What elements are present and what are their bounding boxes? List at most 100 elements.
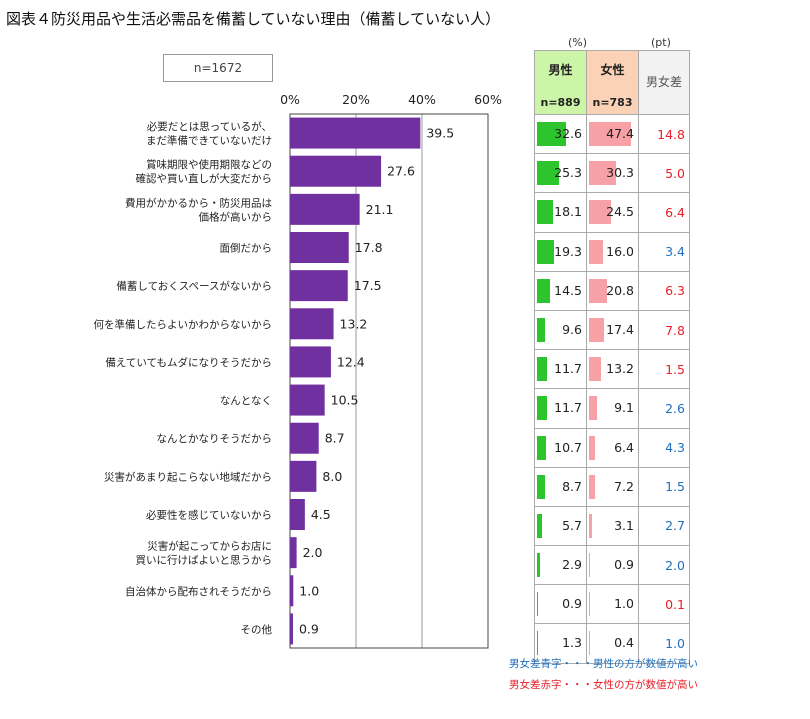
data-label: 10.5 [331, 393, 359, 408]
diff-value: 0.1 [638, 584, 690, 625]
female-cell: 3.1 [586, 505, 639, 547]
bar [290, 384, 325, 416]
female-cell: 1.0 [586, 584, 639, 625]
data-label: 27.6 [387, 164, 415, 179]
diff-value: 6.3 [638, 270, 690, 311]
x-tick-label: 20% [342, 92, 370, 107]
male-value: 2.9 [562, 557, 582, 573]
x-tick-label: 60% [474, 92, 502, 107]
male-cell: 5.7 [534, 505, 587, 547]
female-value: 7.2 [614, 478, 634, 494]
bar [290, 193, 360, 225]
table-row: 11.7 9.1 2.6 [534, 388, 690, 429]
female-cell: 17.4 [586, 309, 639, 351]
category-label: 賞味期限や使用期限などの [146, 158, 272, 171]
female-value: 1.0 [614, 596, 634, 612]
category-label: 災害が起こってからお店に [147, 540, 272, 553]
plot-frame [289, 113, 489, 649]
x-tick-label: 40% [408, 92, 436, 107]
bar [290, 537, 297, 569]
category-label: その他 [241, 623, 273, 636]
female-value: 24.5 [606, 204, 634, 220]
bar [290, 308, 334, 340]
diff-value: 1.5 [638, 349, 690, 390]
female-bar [589, 592, 590, 617]
female-value: 6.4 [614, 439, 634, 455]
female-bar [589, 317, 605, 342]
male-bar [537, 474, 545, 499]
female-header: 女性 [600, 63, 625, 77]
male-cell: 0.9 [534, 584, 587, 625]
category-label: なんとなく [220, 395, 272, 407]
male-cell: 25.3 [534, 153, 587, 194]
female-bar [589, 122, 631, 146]
data-label: 8.7 [325, 431, 345, 446]
female-bar [589, 239, 604, 264]
male-cell: 9.6 [534, 309, 587, 351]
diff-value: 4.3 [638, 427, 690, 468]
female-bar [589, 357, 601, 382]
male-sample-size: n=889 [540, 96, 581, 109]
diff-header: 男女差 [645, 75, 682, 89]
female-sample-size: n=783 [592, 96, 633, 109]
female-value: 9.1 [614, 400, 634, 416]
male-value: 8.7 [562, 478, 582, 494]
diff-value: 3.4 [638, 231, 690, 272]
category-label: 災害があまり起こらない地域だから [104, 470, 272, 483]
table-row: 14.5 20.8 6.3 [534, 270, 690, 311]
legend-blue-note: 男女差青字・・・男性の方が数値が高い [509, 658, 698, 670]
male-value: 0.9 [562, 596, 582, 612]
bar [290, 346, 331, 378]
female-value: 17.4 [606, 321, 634, 337]
table-row: 32.6 47.4 14.8 [534, 113, 690, 155]
table-row: 0.9 1.0 0.1 [534, 584, 690, 625]
male-value: 14.5 [554, 282, 582, 298]
male-bar [537, 317, 546, 342]
bar-chart: 0% 20% 40% 60% 39.5 必要だとは思っているが、まだ準備できていないだけ 2… [94, 92, 502, 649]
table-row: 18.1 24.5 6.4 [534, 192, 690, 233]
male-value: 10.7 [554, 439, 582, 455]
category-label: 買いに行けばよいと思うから [136, 554, 273, 567]
male-value: 25.3 [554, 165, 582, 181]
diff-header-cell: 男女差 [638, 50, 690, 115]
data-label: 0.9 [299, 621, 319, 636]
legend-red-note: 男女差赤字・・・女性の方が数値が高い [509, 679, 698, 691]
male-cell: 2.9 [534, 545, 587, 586]
category-label: 費用がかかるから・防災用品は [125, 196, 272, 209]
female-cell: 47.4 [586, 113, 639, 155]
female-bar [589, 553, 590, 578]
category-label: 価格が高いから [199, 210, 273, 223]
male-value: 5.7 [562, 517, 582, 533]
female-value: 20.8 [606, 282, 634, 298]
female-bar [589, 200, 611, 225]
category-label: 確認や買い直しが大変だから [136, 172, 273, 185]
female-cell: 16.0 [586, 231, 639, 272]
bar [290, 499, 305, 530]
table-row: 5.7 3.1 2.7 [534, 505, 690, 547]
bar [290, 155, 382, 187]
diff-value: 2.6 [638, 388, 690, 429]
female-cell: 13.2 [586, 349, 639, 390]
female-cell: 9.1 [586, 388, 639, 429]
male-cell: 11.7 [534, 388, 587, 429]
male-bar [537, 239, 554, 264]
female-value: 30.3 [606, 165, 634, 181]
male-value: 19.3 [554, 243, 582, 259]
female-cell: 20.8 [586, 270, 639, 311]
male-bar [537, 435, 547, 460]
bar [290, 232, 349, 263]
data-label: 2.0 [303, 545, 323, 560]
male-cell: 8.7 [534, 466, 587, 507]
gender-comparison-table: 男性 n=889 女性 n=783 男女差 32.6 47.4 14.8 25.3 30… [534, 50, 690, 664]
male-bar [537, 278, 550, 303]
table-row: 8.7 7.2 1.5 [534, 466, 690, 507]
male-cell: 1.3 [534, 623, 587, 664]
male-value: 1.3 [562, 635, 582, 651]
data-label: 17.8 [355, 240, 383, 255]
male-header: 男性 [548, 63, 573, 77]
data-label: 17.5 [354, 278, 382, 293]
male-cell: 11.7 [534, 349, 587, 390]
male-cell: 14.5 [534, 270, 587, 311]
bar [290, 422, 319, 454]
pt-unit-label: (pt) [651, 36, 671, 49]
